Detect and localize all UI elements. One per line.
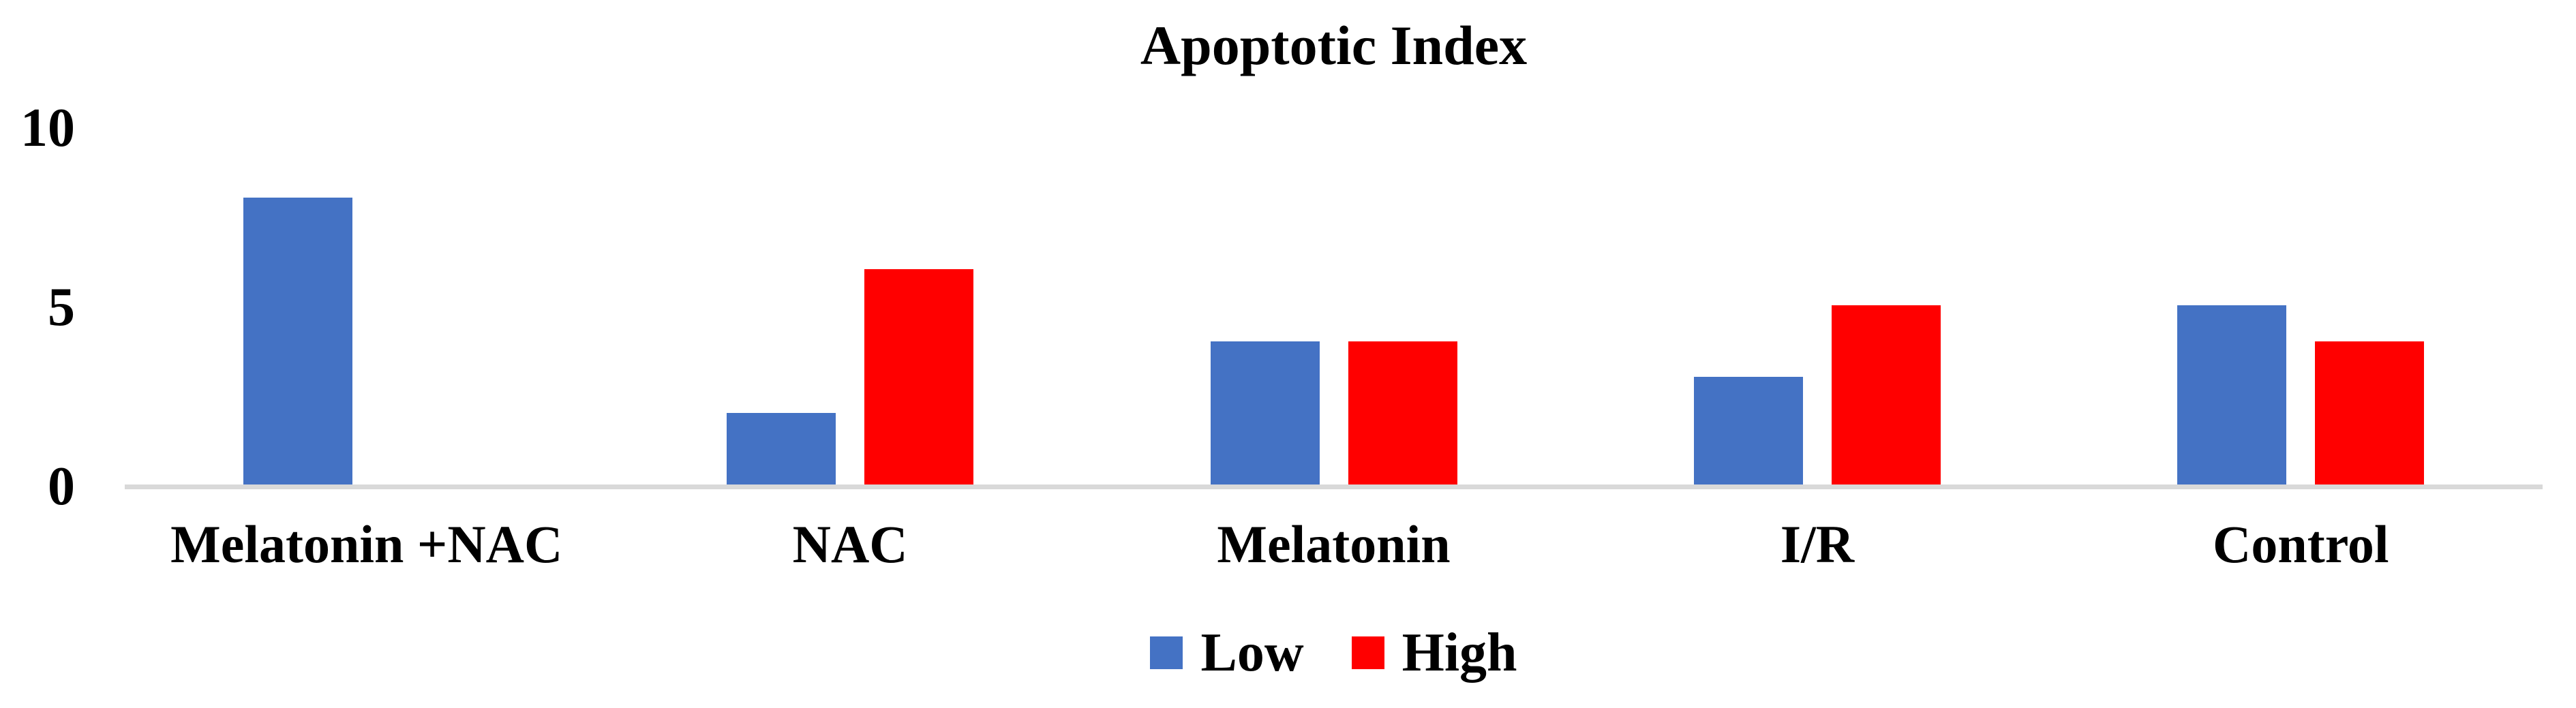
legend-label-high: High — [1401, 623, 1517, 683]
y-tick-label-10: 10 — [20, 98, 75, 158]
legend-item-high: High — [1351, 623, 1517, 683]
bar-low-nac — [727, 413, 836, 484]
bar-group-i-r — [1575, 126, 2059, 484]
chart-title: Apoptotic Index — [1140, 14, 1528, 76]
x-label-melatonin-nac: Melatonin +NAC — [170, 514, 563, 574]
bar-high-nac — [864, 269, 974, 484]
x-label-nac: NAC — [792, 514, 908, 574]
y-tick-label-5: 5 — [48, 277, 75, 337]
bar-group-melatonin-nac — [125, 126, 608, 484]
bar-high-melatonin — [1348, 341, 1457, 484]
bar-high-i-r — [1831, 305, 1941, 484]
x-axis-labels: Melatonin +NAC NAC Melatonin I/R Control — [125, 512, 2543, 576]
bar-high-control — [2315, 341, 2425, 484]
bar-group-nac — [608, 126, 1091, 484]
legend-swatch-high — [1351, 636, 1384, 669]
legend-label-low: Low — [1200, 623, 1304, 683]
bar-low-i-r — [1693, 377, 1803, 484]
bar-group-control — [2059, 126, 2543, 484]
x-axis-line — [125, 484, 2543, 489]
y-tick-label-0: 0 — [48, 457, 75, 517]
bar-low-melatonin-nac — [243, 198, 352, 484]
x-label-control: Control — [2213, 514, 2389, 574]
legend-item-low: Low — [1150, 623, 1304, 683]
plot-area — [125, 126, 2543, 484]
bar-low-control — [2177, 305, 2287, 484]
x-label-i-r: I/R — [1780, 514, 1855, 574]
x-label-melatonin: Melatonin — [1217, 514, 1451, 574]
legend-swatch-low — [1150, 636, 1183, 669]
bar-group-melatonin — [1092, 126, 1575, 484]
legend: Low High — [125, 626, 2543, 680]
bar-low-melatonin — [1210, 341, 1320, 484]
